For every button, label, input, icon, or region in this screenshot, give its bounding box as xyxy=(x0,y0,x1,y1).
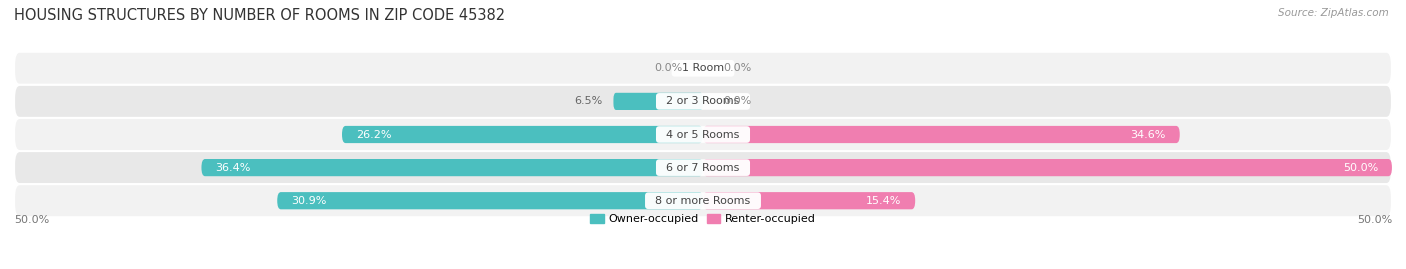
FancyBboxPatch shape xyxy=(201,159,703,176)
Text: Source: ZipAtlas.com: Source: ZipAtlas.com xyxy=(1278,8,1389,18)
Text: 36.4%: 36.4% xyxy=(215,162,250,173)
Text: 15.4%: 15.4% xyxy=(866,196,901,206)
Text: 4 or 5 Rooms: 4 or 5 Rooms xyxy=(659,129,747,140)
Text: 34.6%: 34.6% xyxy=(1130,129,1166,140)
Text: 2 or 3 Rooms: 2 or 3 Rooms xyxy=(659,96,747,107)
Text: 50.0%: 50.0% xyxy=(1343,162,1378,173)
Text: 1 Room: 1 Room xyxy=(675,63,731,73)
Text: 50.0%: 50.0% xyxy=(14,215,49,225)
Text: 0.0%: 0.0% xyxy=(654,63,682,73)
Text: 6 or 7 Rooms: 6 or 7 Rooms xyxy=(659,162,747,173)
FancyBboxPatch shape xyxy=(14,118,1392,151)
Text: 0.0%: 0.0% xyxy=(724,96,752,107)
FancyBboxPatch shape xyxy=(14,85,1392,118)
FancyBboxPatch shape xyxy=(613,93,703,110)
Text: 0.0%: 0.0% xyxy=(724,63,752,73)
FancyBboxPatch shape xyxy=(14,184,1392,217)
FancyBboxPatch shape xyxy=(703,192,915,209)
Text: 26.2%: 26.2% xyxy=(356,129,391,140)
Legend: Owner-occupied, Renter-occupied: Owner-occupied, Renter-occupied xyxy=(586,210,820,229)
FancyBboxPatch shape xyxy=(703,159,1392,176)
FancyBboxPatch shape xyxy=(703,126,1180,143)
FancyBboxPatch shape xyxy=(14,52,1392,85)
Text: HOUSING STRUCTURES BY NUMBER OF ROOMS IN ZIP CODE 45382: HOUSING STRUCTURES BY NUMBER OF ROOMS IN… xyxy=(14,8,505,23)
FancyBboxPatch shape xyxy=(14,151,1392,184)
Text: 30.9%: 30.9% xyxy=(291,196,326,206)
Text: 8 or more Rooms: 8 or more Rooms xyxy=(648,196,758,206)
Text: 6.5%: 6.5% xyxy=(574,96,602,107)
Text: 50.0%: 50.0% xyxy=(1357,215,1392,225)
FancyBboxPatch shape xyxy=(277,192,703,209)
FancyBboxPatch shape xyxy=(342,126,703,143)
